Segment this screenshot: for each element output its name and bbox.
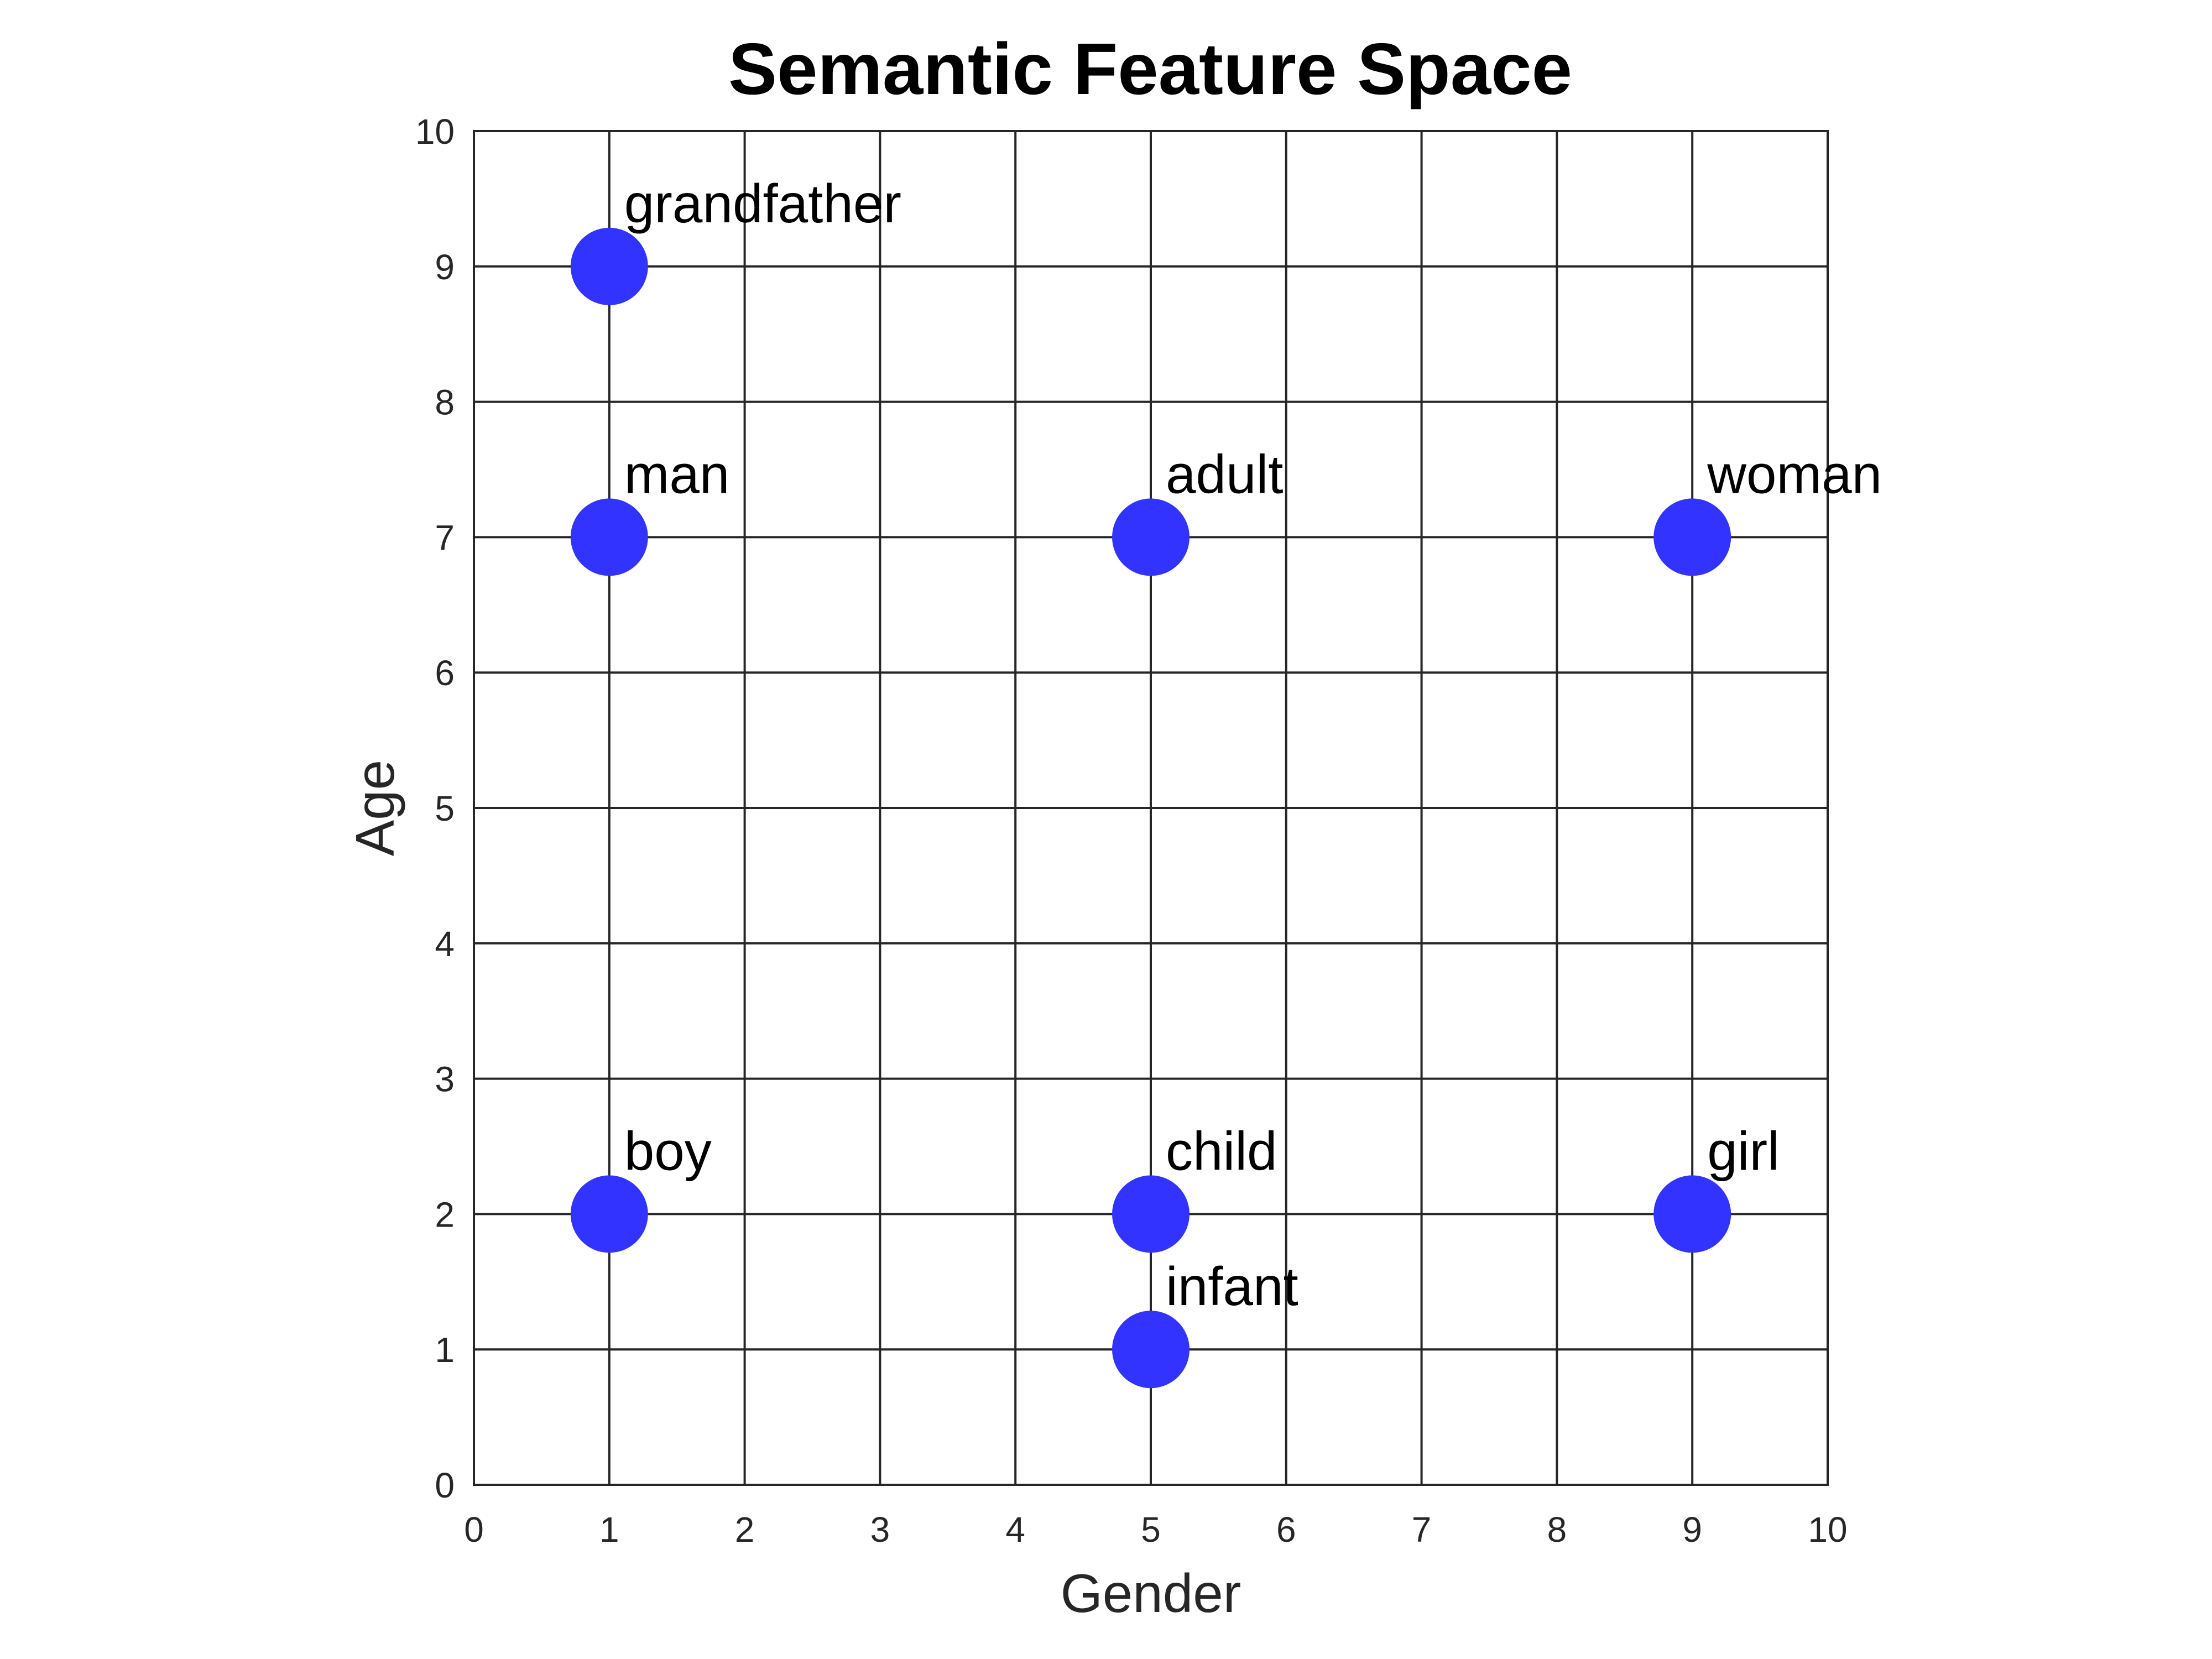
y-tick-label: 3 [435,1060,455,1099]
point-label-man: man [624,444,730,504]
y-tick-label: 8 [435,383,455,422]
y-tick-label: 7 [435,518,455,557]
data-point-infant [1112,1311,1190,1389]
x-tick-label: 3 [870,1510,890,1550]
y-tick-label: 10 [415,112,455,152]
y-tick-labels: 0 1 2 3 4 5 6 7 8 9 10 [415,112,455,1505]
y-axis-label: Age [345,760,405,856]
point-label-girl: girl [1707,1120,1780,1181]
data-point-adult [1112,498,1190,576]
data-points: grandfather man adult woman boy child girl infa… [570,173,1882,1389]
data-point-man [570,498,648,576]
x-tick-label: 5 [1141,1510,1161,1550]
x-tick-label: 2 [735,1510,755,1550]
data-point-child [1112,1175,1190,1253]
y-tick-label: 1 [435,1330,455,1370]
x-tick-label: 10 [1808,1510,1847,1550]
y-tick-label: 5 [435,789,455,828]
point-label-child: child [1166,1120,1277,1181]
point-label-grandfather: grandfather [624,173,901,234]
chart-title: Semantic Feature Space [728,28,1572,109]
x-tick-label: 9 [1682,1510,1702,1550]
data-point-woman [1653,498,1731,576]
data-point-boy [570,1175,648,1253]
y-tick-label: 0 [435,1465,455,1505]
point-label-infant: infant [1166,1256,1298,1317]
point-label-boy: boy [624,1120,712,1181]
x-tick-labels: 0 1 2 3 4 5 6 7 8 9 10 [464,1510,1847,1550]
data-point-grandfather [570,227,648,305]
y-tick-label: 6 [435,653,455,693]
x-tick-label: 1 [599,1510,619,1550]
y-tick-label: 2 [435,1194,455,1234]
x-tick-label: 7 [1412,1510,1432,1550]
x-axis-label: Gender [1061,1563,1241,1624]
y-tick-label: 4 [435,924,455,964]
y-tick-label: 9 [435,247,455,287]
x-tick-label: 6 [1276,1510,1296,1550]
x-tick-label: 0 [464,1510,484,1550]
x-tick-label: 8 [1547,1510,1567,1550]
x-tick-label: 4 [1005,1510,1025,1550]
grid [473,130,1829,1486]
plot-frame [473,130,1829,1486]
point-label-adult: adult [1166,444,1284,504]
data-point-girl [1653,1175,1731,1253]
point-label-woman: woman [1707,444,1882,504]
